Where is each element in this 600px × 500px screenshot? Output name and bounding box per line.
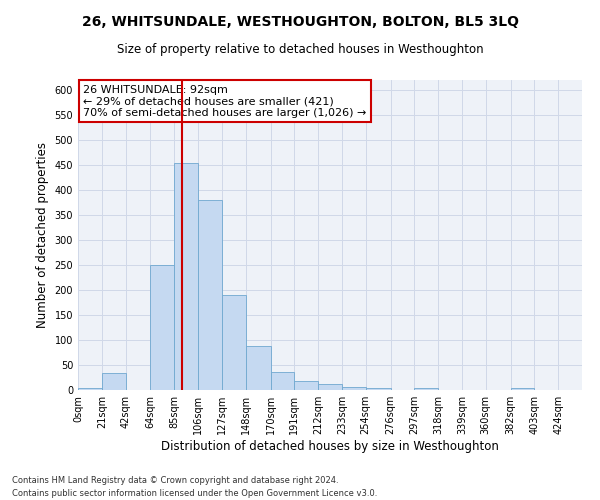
Text: Size of property relative to detached houses in Westhoughton: Size of property relative to detached ho… bbox=[116, 42, 484, 56]
Bar bbox=[271, 372, 295, 390]
Bar bbox=[318, 384, 342, 390]
Bar bbox=[511, 388, 535, 390]
Bar bbox=[245, 346, 271, 390]
Bar bbox=[295, 381, 318, 390]
Y-axis label: Number of detached properties: Number of detached properties bbox=[36, 142, 49, 328]
X-axis label: Distribution of detached houses by size in Westhoughton: Distribution of detached houses by size … bbox=[161, 440, 499, 453]
Bar bbox=[222, 295, 245, 390]
Bar bbox=[198, 200, 222, 390]
Bar bbox=[151, 265, 174, 390]
Bar bbox=[174, 162, 198, 390]
Text: Contains public sector information licensed under the Open Government Licence v3: Contains public sector information licen… bbox=[12, 488, 377, 498]
Bar bbox=[415, 388, 438, 390]
Text: Contains HM Land Registry data © Crown copyright and database right 2024.: Contains HM Land Registry data © Crown c… bbox=[12, 476, 338, 485]
Text: 26 WHITSUNDALE: 92sqm
← 29% of detached houses are smaller (421)
70% of semi-det: 26 WHITSUNDALE: 92sqm ← 29% of detached … bbox=[83, 84, 367, 118]
Bar bbox=[365, 388, 391, 390]
Bar bbox=[342, 386, 365, 390]
Bar bbox=[102, 372, 125, 390]
Text: 26, WHITSUNDALE, WESTHOUGHTON, BOLTON, BL5 3LQ: 26, WHITSUNDALE, WESTHOUGHTON, BOLTON, B… bbox=[82, 15, 518, 29]
Bar bbox=[78, 388, 102, 390]
